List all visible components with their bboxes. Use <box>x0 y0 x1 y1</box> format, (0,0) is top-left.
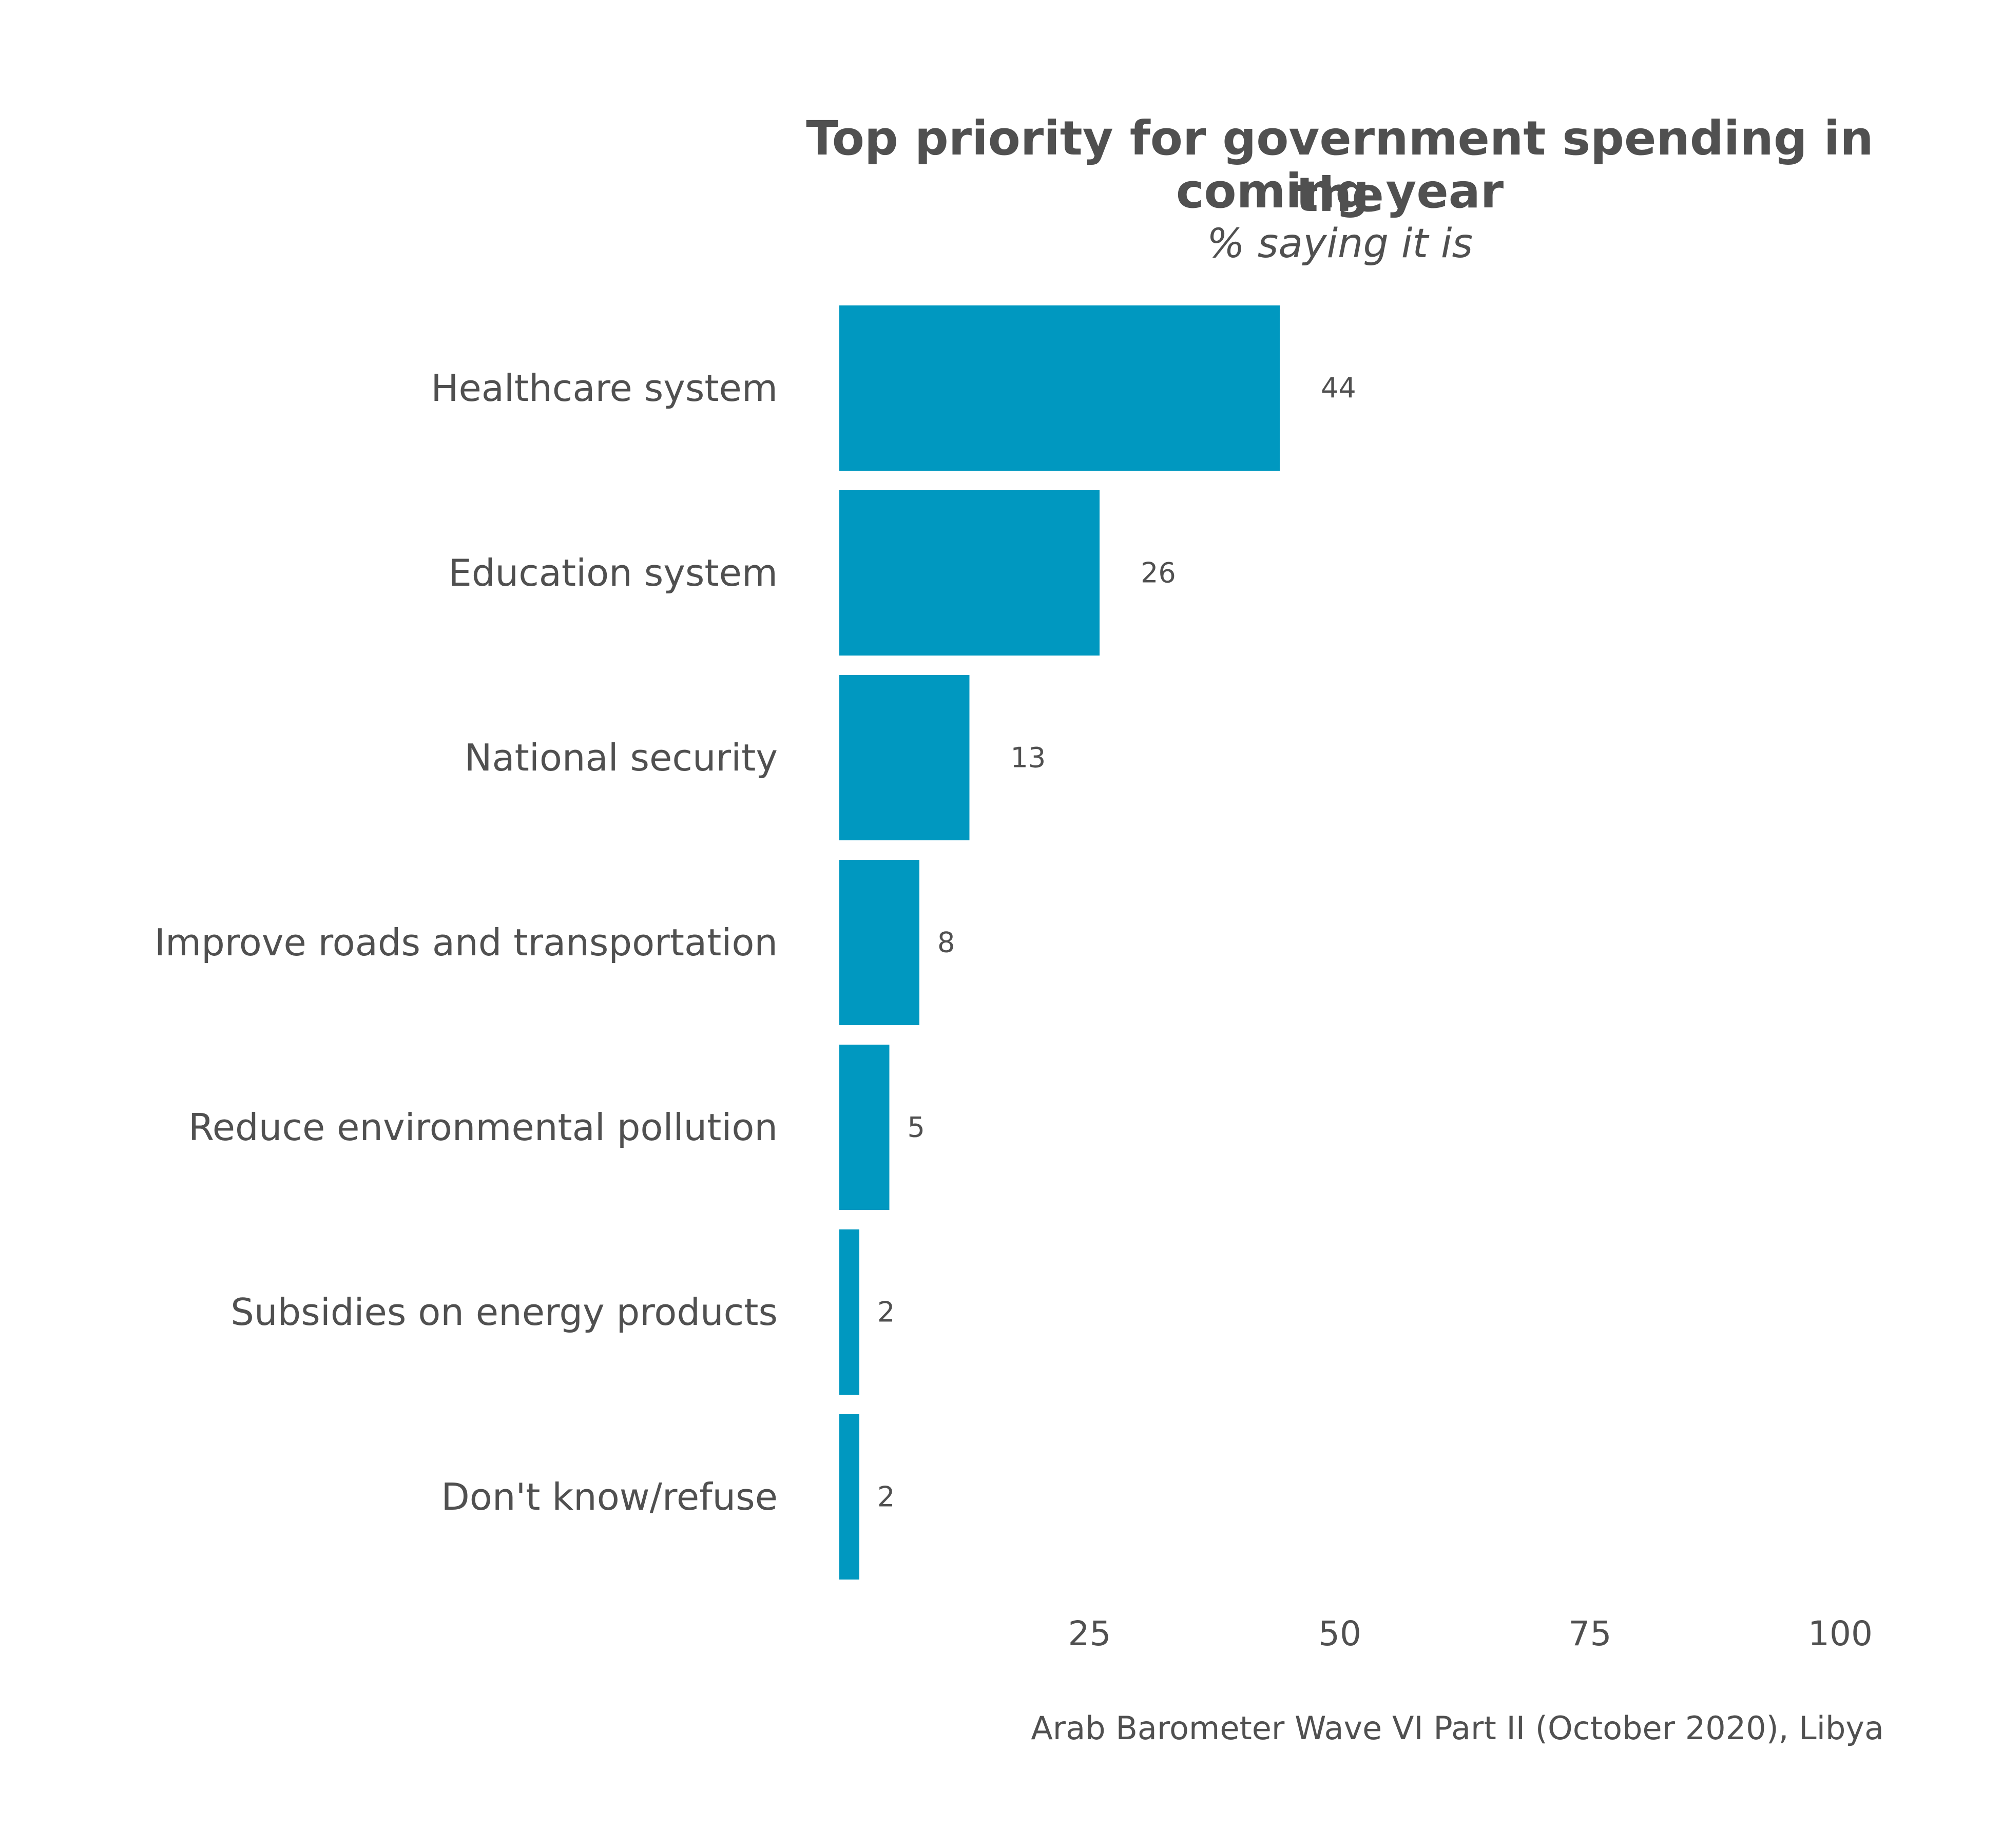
chart-title-line-1: Top priority for government spending in … <box>806 111 1874 222</box>
chart-subtitle: % saying it is <box>1206 221 1473 267</box>
x-tick-label-25: 25 <box>1068 1614 1111 1653</box>
x-tick-label-100: 100 <box>1808 1614 1873 1653</box>
value-label-improve-roads-and-transportation: 8 <box>937 927 955 959</box>
bars-group <box>839 305 1280 1580</box>
value-labels-group: 44 26 13 8 5 2 2 <box>877 372 1356 1513</box>
bar-subsidies-on-energy-products <box>839 1229 859 1395</box>
value-label-education-system: 26 <box>1141 557 1176 589</box>
value-label-healthcare-system: 44 <box>1321 372 1356 405</box>
bar-reduce-environmental-pollution <box>839 1045 890 1210</box>
category-label-reduce-environmental-pollution: Reduce environmental pollution <box>188 1106 778 1149</box>
value-label-subsidies-on-energy-products: 2 <box>877 1296 895 1329</box>
category-labels-group: Healthcare system Education system Nationa… <box>155 367 778 1518</box>
category-label-national-security: National security <box>465 736 778 779</box>
bar-don-t-know-refuse <box>839 1414 859 1580</box>
bar-healthcare-system <box>839 305 1280 471</box>
x-tick-label-50: 50 <box>1318 1614 1361 1653</box>
category-label-education-system: Education system <box>448 551 778 594</box>
value-label-don-t-know-refuse: 2 <box>877 1481 895 1513</box>
category-label-healthcare-system: Healthcare system <box>431 367 778 410</box>
chart-title-line-2: coming year <box>1176 164 1504 219</box>
bar-education-system <box>839 490 1100 656</box>
bar-national-security <box>839 675 970 840</box>
x-tick-label-75: 75 <box>1569 1614 1612 1653</box>
x-axis-ticks-group: 25 50 75 100 <box>1068 1614 1873 1653</box>
source-caption: Arab Barometer Wave VI Part II (October … <box>1031 1709 1884 1747</box>
bar-improve-roads-and-transportation <box>839 860 919 1025</box>
value-label-reduce-environmental-pollution: 5 <box>908 1111 925 1144</box>
category-label-improve-roads-and-transportation: Improve roads and transportation <box>155 921 778 964</box>
category-label-subsidies-on-energy-products: Subsidies on energy products <box>230 1291 778 1334</box>
value-label-national-security: 13 <box>1011 742 1046 774</box>
category-label-don-t-know-refuse: Don't know/refuse <box>441 1475 778 1518</box>
